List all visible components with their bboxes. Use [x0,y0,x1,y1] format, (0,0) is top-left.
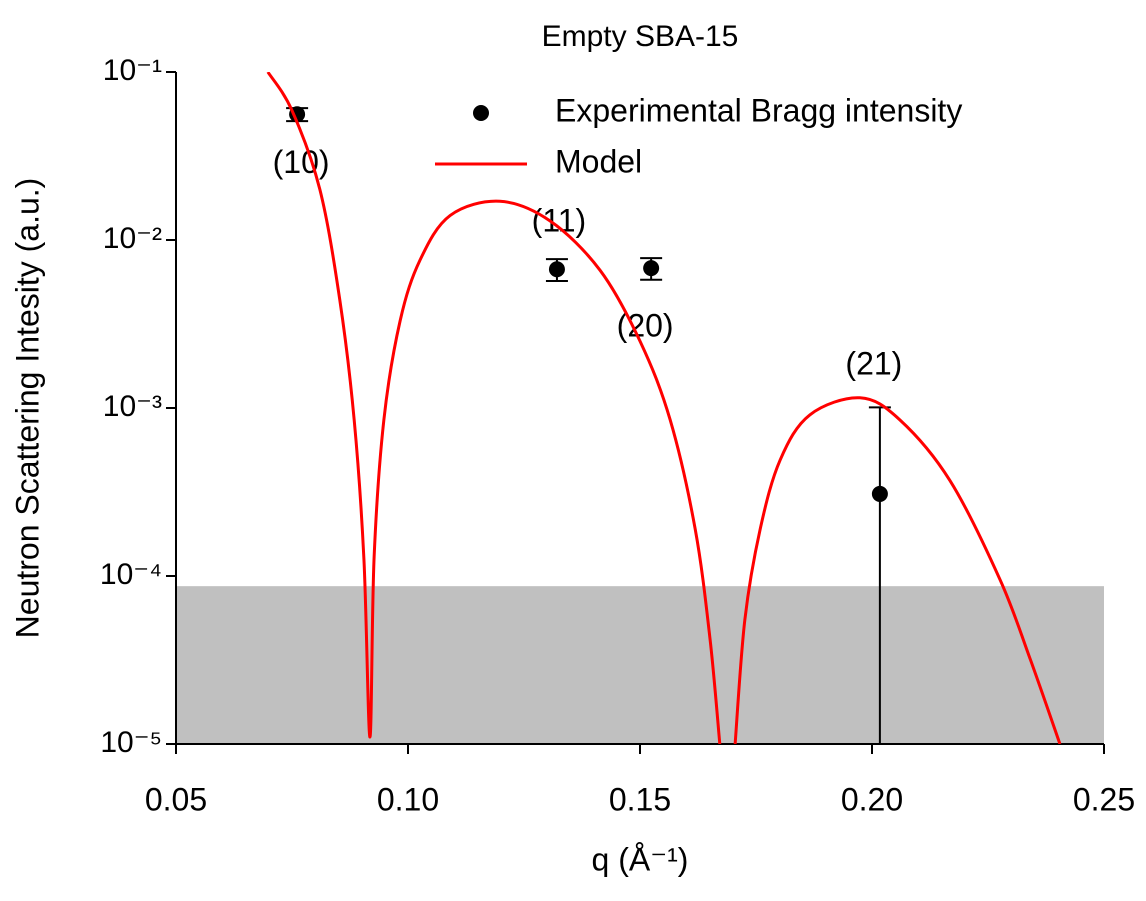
x-axis-title: q (Å⁻¹) [592,841,689,877]
model-line [733,396,1062,744]
x-tick-label: 0.10 [377,781,439,817]
model-line [266,72,722,744]
y-axis-title: Neutron Scattering Intesity (a.u.) [9,178,45,639]
y-tick-label: 10⁻¹ [103,54,162,87]
shaded-region [176,586,1104,744]
x-tick-label: 0.15 [609,781,671,817]
y-tick-label: 10⁻⁴ [100,558,162,591]
point-label: (21) [845,345,902,381]
y-tick-label: 10⁻² [103,222,162,255]
y-tick-label: 10⁻⁵ [100,726,162,759]
data-point [643,260,660,277]
point-label: (11) [532,203,587,239]
legend-label: Experimental Bragg intensity [555,92,962,128]
y-tick-label: 10⁻³ [103,390,162,423]
legend-label: Model [555,143,642,179]
legend-marker [473,105,489,121]
x-tick-label: 0.25 [1073,781,1135,817]
point-label: (10) [273,144,330,180]
x-tick-label: 0.05 [145,781,207,817]
chart-title: Empty SBA-15 [542,20,739,53]
data-point [871,485,888,502]
data-point [548,261,565,278]
x-tick-label: 0.20 [841,781,903,817]
